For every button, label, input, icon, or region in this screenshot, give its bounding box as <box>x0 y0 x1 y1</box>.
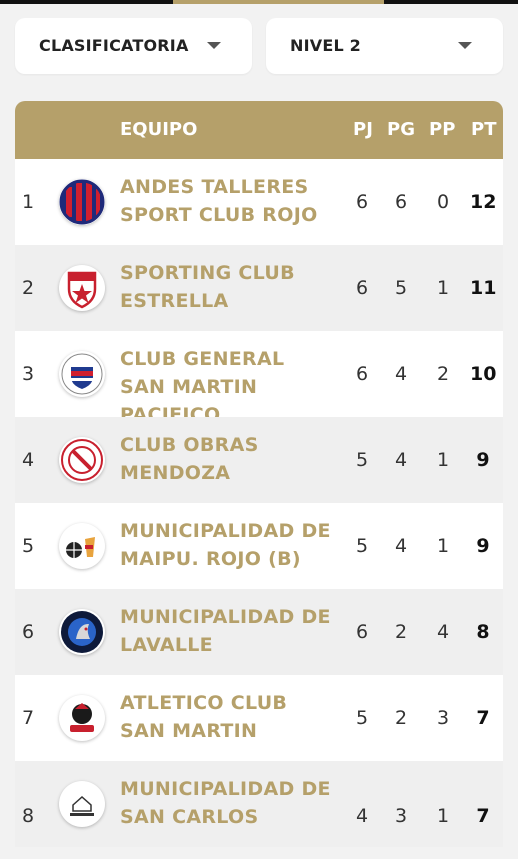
table-row[interactable]: 5 MUNICIPALIDAD DE MAIPU. ROJO (B) 5 4 1… <box>15 503 503 589</box>
header-team: EQUIPO <box>120 119 198 140</box>
andes-talleres-logo <box>59 179 105 225</box>
table-row[interactable]: 4 CLUB OBRAS MENDOZA 5 4 1 9 <box>15 417 503 503</box>
row-position: 2 <box>22 277 35 299</box>
row-position: 5 <box>22 535 35 557</box>
gsm-pacifico-logo <box>59 351 105 397</box>
level-select[interactable]: NIVEL 2 <box>266 18 503 74</box>
top-tab-bar <box>0 0 518 4</box>
points: 11 <box>470 277 497 299</box>
table-row[interactable]: 1 ANDES TALLERES SPORT CLUB ROJO 6 6 0 1… <box>15 159 503 245</box>
row-position: 3 <box>22 363 35 385</box>
header-pt: PT <box>471 119 497 140</box>
row-position: 1 <box>22 191 35 213</box>
games-played: 5 <box>355 707 369 729</box>
maipu-logo <box>59 523 105 569</box>
games-won: 2 <box>394 707 408 729</box>
lavalle-logo <box>59 609 105 655</box>
chevron-down-icon <box>458 42 472 49</box>
games-lost: 1 <box>436 449 450 471</box>
level-select-value: NIVEL 2 <box>290 36 361 55</box>
team-name: ANDES TALLERES SPORT CLUB ROJO <box>120 176 318 226</box>
games-lost: 2 <box>436 363 450 385</box>
table-row[interactable]: 3 CLUB GENERAL SAN MARTIN PACIFICO 6 4 2… <box>15 331 503 426</box>
points: 7 <box>476 805 490 827</box>
standings-table: EQUIPO PJ PG PP PT 1 ANDES TALLERES SPOR… <box>15 101 503 847</box>
games-won: 4 <box>394 449 408 471</box>
header-pg: PG <box>387 119 415 140</box>
points: 10 <box>470 363 497 385</box>
games-won: 4 <box>394 535 408 557</box>
games-played: 6 <box>355 191 369 213</box>
category-select-value: CLASIFICATORIA <box>39 36 189 55</box>
active-tab-indicator <box>173 0 384 4</box>
games-played: 4 <box>355 805 369 827</box>
table-row[interactable]: 7 ATLETICO CLUB SAN MARTIN 5 2 3 7 <box>15 675 503 761</box>
table-row[interactable]: 2 SPORTING CLUB ESTRELLA 6 5 1 11 <box>15 245 503 331</box>
points: 9 <box>476 449 490 471</box>
games-played: 6 <box>355 277 369 299</box>
games-played: 6 <box>355 363 369 385</box>
team-name: CLUB OBRAS MENDOZA <box>120 434 259 484</box>
team-name: MUNICIPALIDAD DE MAIPU. ROJO (B) <box>120 520 331 570</box>
games-played: 6 <box>355 621 369 643</box>
games-won: 6 <box>394 191 408 213</box>
points: 9 <box>476 535 490 557</box>
row-position: 4 <box>22 449 35 471</box>
team-name: SPORTING CLUB ESTRELLA <box>120 262 295 312</box>
team-name: MUNICIPALIDAD DE SAN CARLOS <box>120 778 331 828</box>
games-won: 4 <box>394 363 408 385</box>
games-won: 3 <box>394 805 408 827</box>
table-header: EQUIPO PJ PG PP PT <box>15 101 503 159</box>
san-carlos-logo <box>59 781 105 827</box>
team-name: MUNICIPALIDAD DE LAVALLE <box>120 606 331 656</box>
acsm-logo <box>59 695 105 741</box>
games-lost: 1 <box>436 805 450 827</box>
games-lost: 1 <box>436 277 450 299</box>
points: 12 <box>470 191 497 213</box>
games-lost: 0 <box>436 191 450 213</box>
games-played: 5 <box>355 449 369 471</box>
row-position: 6 <box>22 621 35 643</box>
points: 7 <box>476 707 490 729</box>
points: 8 <box>476 621 490 643</box>
games-lost: 1 <box>436 535 450 557</box>
games-won: 2 <box>394 621 408 643</box>
header-pj: PJ <box>353 119 373 140</box>
games-won: 5 <box>394 277 408 299</box>
header-pp: PP <box>429 119 456 140</box>
table-row[interactable]: 8 MUNICIPALIDAD DE SAN CARLOS 4 3 1 7 <box>15 761 503 847</box>
row-position: 7 <box>22 707 35 729</box>
sporting-club-estrella-logo <box>59 265 105 311</box>
team-name: ATLETICO CLUB SAN MARTIN <box>120 692 288 742</box>
obras-mendoza-logo <box>59 437 105 483</box>
chevron-down-icon <box>207 42 221 49</box>
table-row[interactable]: 6 MUNICIPALIDAD DE LAVALLE 6 2 4 8 <box>15 589 503 675</box>
games-lost: 4 <box>436 621 450 643</box>
category-select[interactable]: CLASIFICATORIA <box>15 18 252 74</box>
row-position: 8 <box>22 805 35 827</box>
games-played: 5 <box>355 535 369 557</box>
games-lost: 3 <box>436 707 450 729</box>
